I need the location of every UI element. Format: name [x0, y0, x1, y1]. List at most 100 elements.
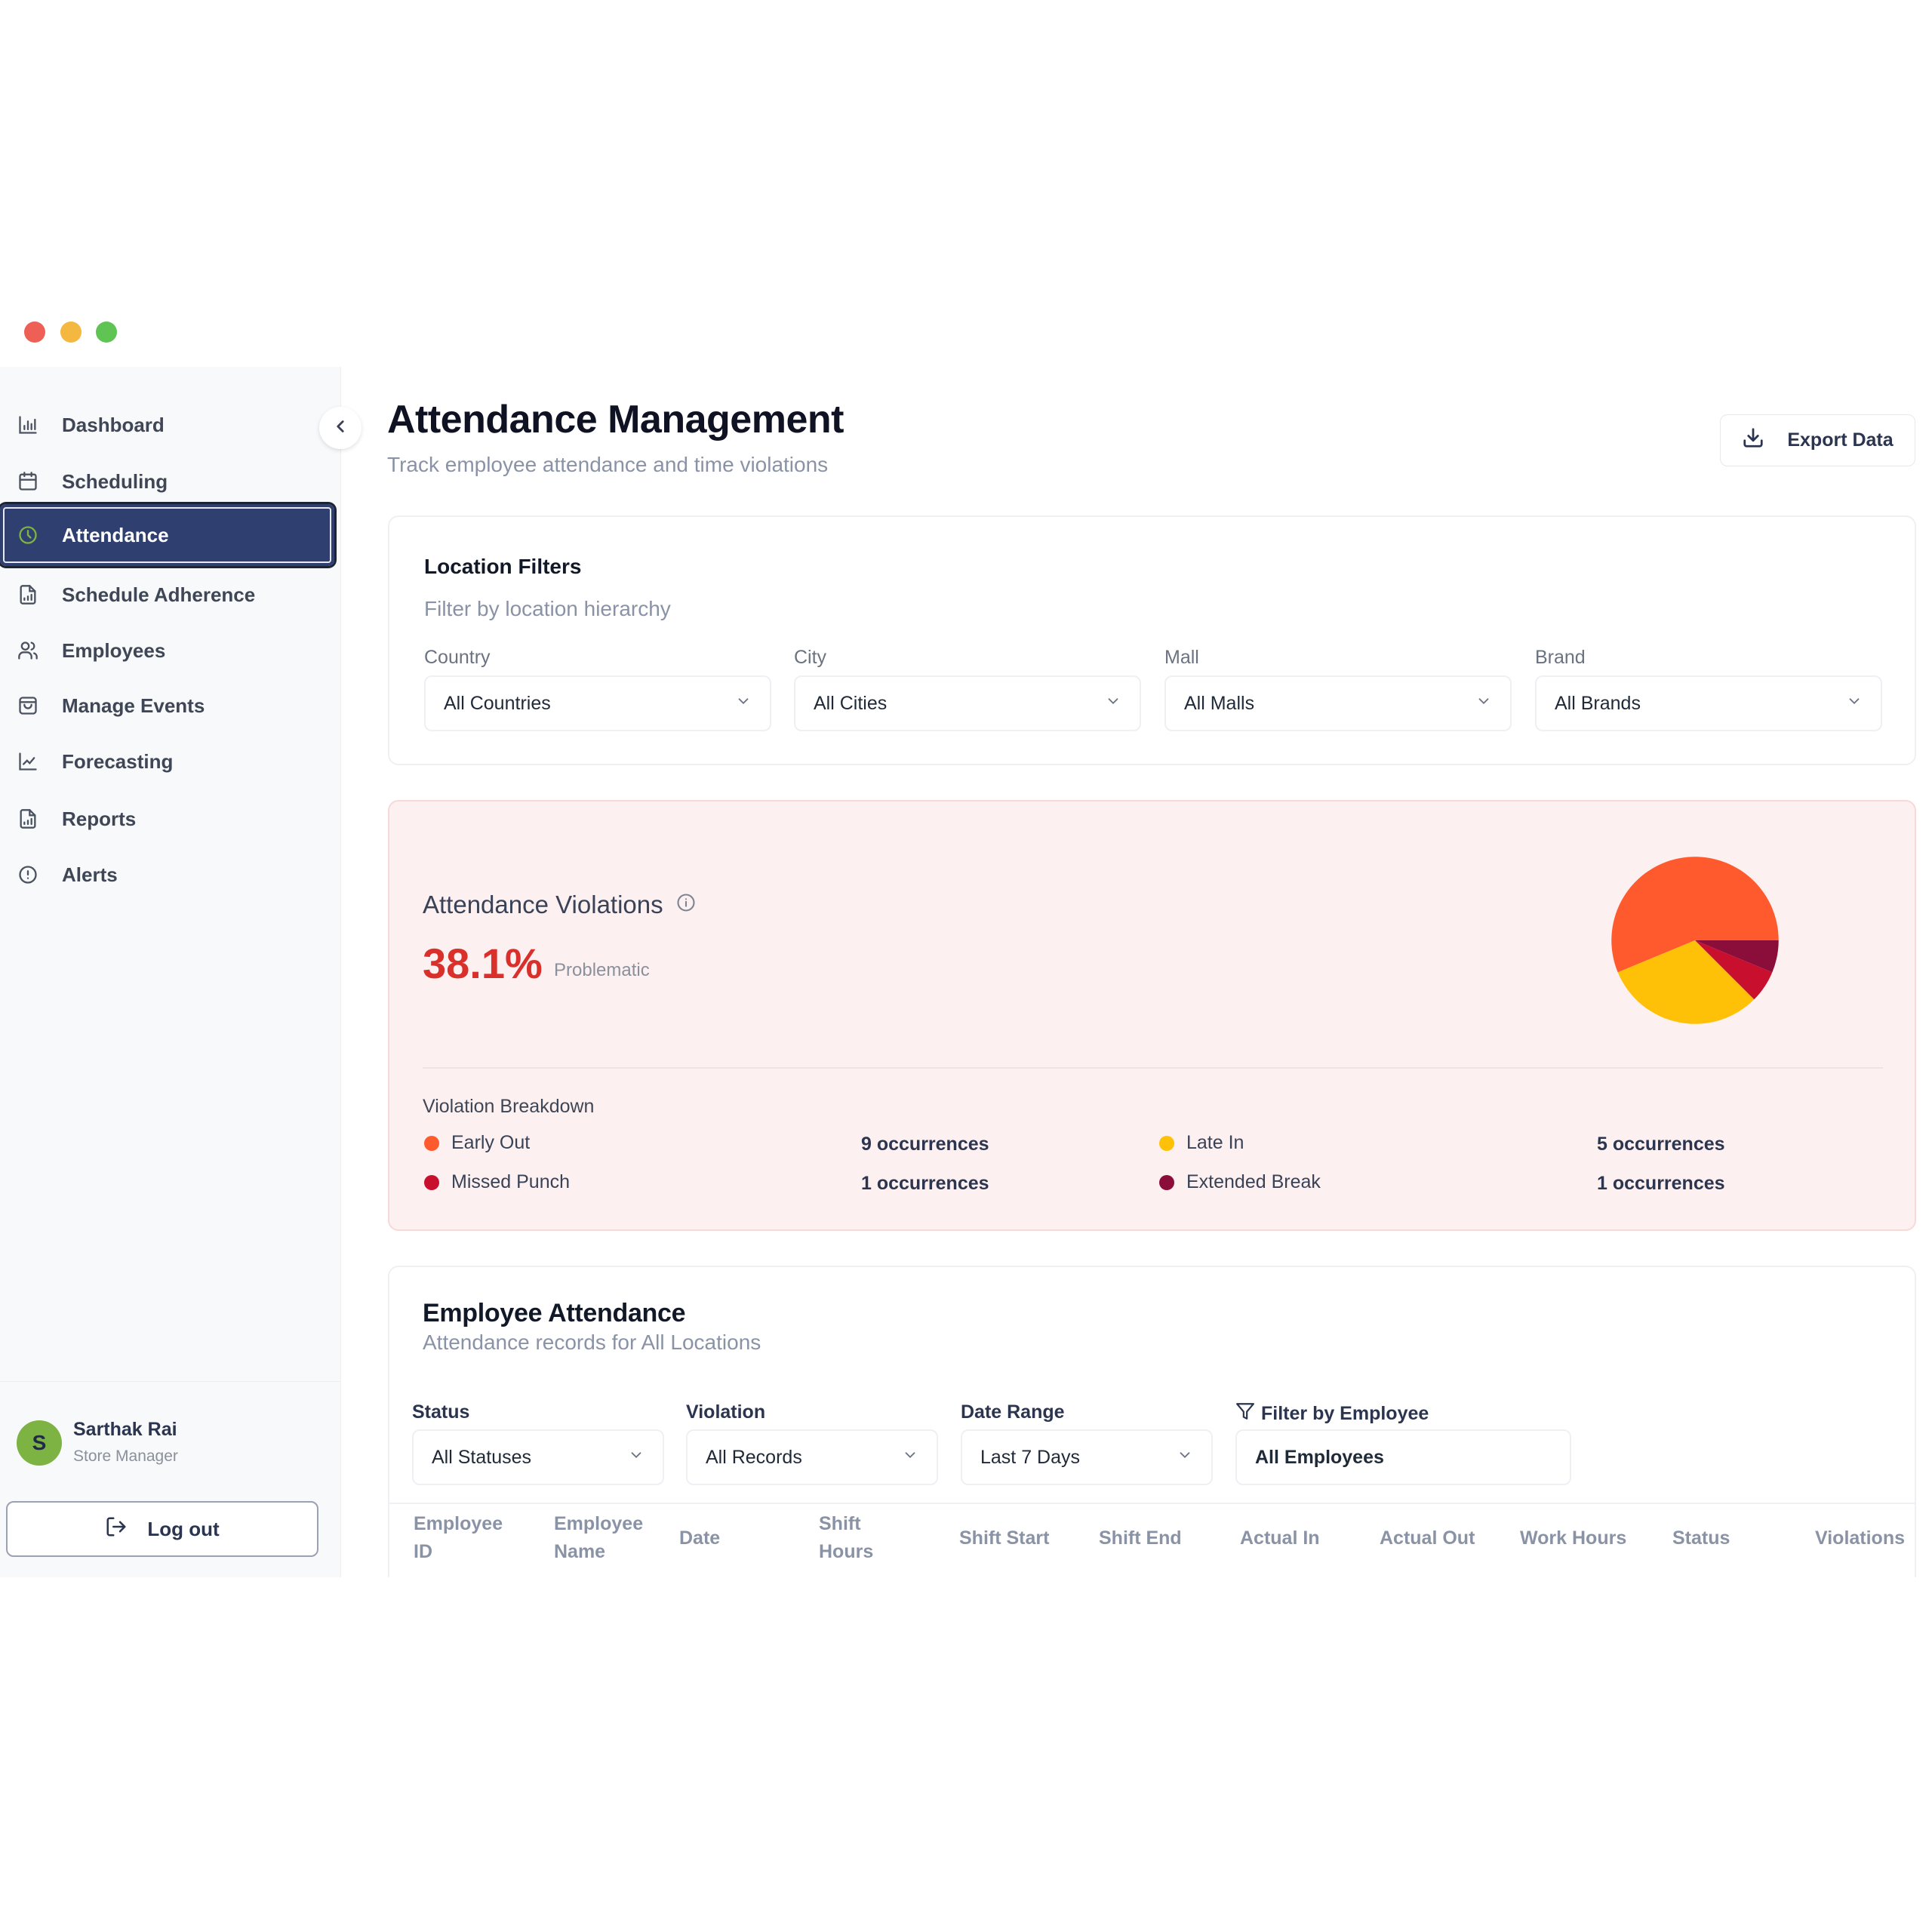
sidebar-item-employees[interactable]: Employees	[0, 624, 334, 677]
header-line: Name	[554, 1541, 606, 1562]
logout-icon	[105, 1515, 128, 1543]
date-range-select[interactable]: Last 7 Days	[961, 1429, 1213, 1485]
header-line: Hours	[819, 1541, 874, 1562]
country-select[interactable]: All Countries	[424, 675, 771, 731]
employee-filter-input[interactable]: All Employees	[1235, 1429, 1571, 1485]
chevron-down-icon	[1105, 693, 1121, 715]
breakdown-label: Extended Break	[1186, 1171, 1321, 1192]
breakdown-item-extended-break: Extended Break	[1159, 1171, 1321, 1193]
calendar-icon	[17, 470, 39, 493]
sidebar-item-label: Manage Events	[62, 694, 205, 717]
column-header-actual-out[interactable]: Actual Out	[1380, 1527, 1475, 1549]
user-section-divider	[0, 1381, 341, 1382]
location-filters-card: Location Filters Filter by location hier…	[388, 515, 1916, 765]
line-chart-icon	[17, 750, 39, 773]
chevron-down-icon	[1177, 1447, 1193, 1469]
export-data-button[interactable]: Export Data	[1720, 414, 1915, 466]
breakdown-label: Early Out	[451, 1132, 531, 1153]
brand-value: All Brands	[1555, 692, 1641, 714]
column-header-shift-start[interactable]: Shift Start	[959, 1527, 1050, 1549]
mall-label: Mall	[1164, 647, 1199, 668]
pie-slice-missed-punch[interactable]	[1695, 940, 1773, 1000]
pie-slice-late-in[interactable]	[1617, 940, 1755, 1024]
legend-dot	[424, 1174, 439, 1190]
chevron-down-icon	[735, 693, 752, 715]
breakdown-count: 5 occurrences	[1597, 1134, 1725, 1155]
violations-title: Attendance Violations	[423, 891, 697, 919]
column-header-work-hours[interactable]: Work Hours	[1520, 1527, 1627, 1549]
clock-icon	[17, 524, 39, 546]
status-filter-select[interactable]: All Statuses	[412, 1429, 664, 1485]
info-icon[interactable]	[675, 891, 697, 919]
page-title: Attendance Management	[387, 398, 844, 441]
breakdown-item-early-out: Early Out	[424, 1132, 530, 1154]
column-header-shift-hours[interactable]: Shift Hours	[819, 1510, 873, 1566]
chevron-down-icon	[628, 1447, 645, 1469]
user-role: Store Manager	[73, 1447, 178, 1465]
header-line: ID	[414, 1541, 432, 1562]
sidebar: Dashboard Scheduling Attendance Schedule…	[0, 367, 341, 1577]
column-header-actual-in[interactable]: Actual In	[1240, 1527, 1320, 1549]
column-header-shift-end[interactable]: Shift End	[1099, 1527, 1182, 1549]
table-top-border	[389, 1503, 1915, 1504]
brand-select[interactable]: All Brands	[1535, 675, 1882, 731]
chevron-down-icon	[902, 1447, 918, 1469]
chevron-down-icon	[1475, 693, 1492, 715]
filter-icon	[1235, 1401, 1255, 1426]
breakdown-item-late-in: Late In	[1159, 1132, 1244, 1154]
employee-attendance-subtitle: Attendance records for All Locations	[423, 1331, 761, 1354]
breakdown-count: 1 occurrences	[1597, 1173, 1725, 1194]
sidebar-collapse-button[interactable]	[319, 407, 361, 449]
location-filters-subtitle: Filter by location hierarchy	[424, 597, 671, 620]
legend-dot	[1159, 1135, 1174, 1151]
sidebar-item-label: Forecasting	[62, 749, 174, 773]
employee-filter-label: Filter by Employee	[1235, 1401, 1429, 1426]
sidebar-item-label: Schedule Adherence	[62, 583, 256, 606]
logout-label: Log out	[147, 1517, 220, 1540]
file-chart-icon	[17, 583, 39, 606]
violations-percentage: 38.1%	[423, 940, 543, 987]
column-header-date[interactable]: Date	[679, 1527, 721, 1549]
breakdown-label: Missed Punch	[451, 1171, 571, 1192]
column-header-employee-name[interactable]: Employee Name	[554, 1510, 643, 1566]
attendance-violations-card: Attendance Violations 38.1% Problematic …	[388, 800, 1916, 1231]
window-close-button[interactable]	[24, 321, 45, 343]
sidebar-item-alerts[interactable]: Alerts	[0, 848, 334, 901]
violations-pie-chart	[1611, 857, 1779, 1024]
sidebar-item-schedule-adherence[interactable]: Schedule Adherence	[0, 568, 334, 621]
download-icon	[1742, 426, 1764, 454]
column-header-status[interactable]: Status	[1672, 1527, 1730, 1549]
pie-slice-early-out[interactable]	[1611, 857, 1779, 973]
violation-filter-select[interactable]: All Records	[686, 1429, 938, 1485]
sidebar-item-label: Alerts	[62, 863, 118, 886]
sidebar-item-manage-events[interactable]: Manage Events	[0, 679, 334, 732]
sidebar-item-label: Dashboard	[62, 413, 165, 436]
pie-slice-extended-break[interactable]	[1695, 940, 1779, 973]
file-chart-icon	[17, 808, 39, 830]
employee-filter-label-text: Filter by Employee	[1261, 1403, 1429, 1424]
window-maximize-button[interactable]	[96, 321, 117, 343]
violations-title-text: Attendance Violations	[423, 891, 663, 918]
country-label: Country	[424, 647, 491, 668]
chevron-left-icon	[331, 417, 350, 440]
sidebar-item-attendance[interactable]: Attendance	[0, 504, 334, 566]
sidebar-item-scheduling[interactable]: Scheduling	[0, 455, 334, 508]
violation-breakdown-title: Violation Breakdown	[423, 1096, 595, 1117]
window-minimize-button[interactable]	[60, 321, 82, 343]
status-filter-label: Status	[412, 1401, 470, 1423]
sidebar-item-reports[interactable]: Reports	[0, 792, 334, 845]
status-filter-value: All Statuses	[432, 1446, 532, 1468]
header-line: Shift	[819, 1513, 861, 1534]
column-header-violations[interactable]: Violations	[1815, 1527, 1906, 1549]
mall-select[interactable]: All Malls	[1164, 675, 1512, 731]
employee-attendance-card: Employee Attendance Attendance records f…	[388, 1266, 1916, 1577]
city-select[interactable]: All Cities	[794, 675, 1141, 731]
sidebar-item-forecasting[interactable]: Forecasting	[0, 735, 334, 788]
header-line: Employee	[414, 1513, 503, 1534]
location-filters-title: Location Filters	[424, 555, 582, 578]
legend-dot	[424, 1135, 439, 1151]
violations-status: Problematic	[554, 960, 650, 980]
column-header-employee-id[interactable]: Employee ID	[414, 1510, 503, 1566]
logout-button[interactable]: Log out	[6, 1501, 318, 1557]
sidebar-item-dashboard[interactable]: Dashboard	[0, 398, 334, 451]
